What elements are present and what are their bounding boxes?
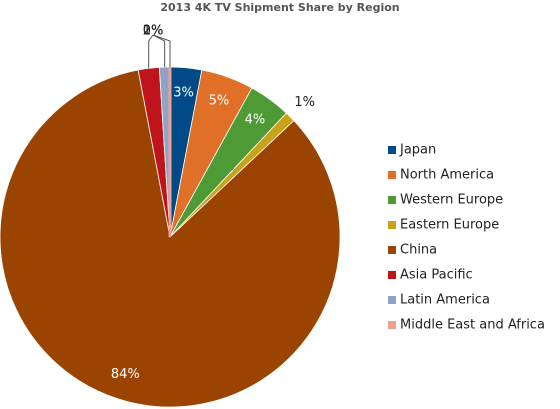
leader-line [148,34,154,69]
data-label: 84% [111,367,140,382]
data-label: 2% [143,24,164,39]
legend-label: Middle East and Africa [400,318,545,333]
data-label: 3% [173,86,194,101]
legend-swatch [388,246,396,254]
legend-label: Latin America [400,293,490,308]
legend-label: Western Europe [400,193,503,208]
data-label: 1% [143,24,164,39]
legend-swatch [388,196,396,204]
legend-label: China [400,243,437,258]
legend-swatch [388,296,396,304]
data-label: 4% [245,113,266,128]
legend-label: Asia Pacific [400,268,473,283]
data-label: 1% [294,95,315,110]
legend-label: North America [400,168,494,183]
legend-swatch [388,221,396,229]
data-label: 5% [209,94,230,109]
leader-line [152,34,166,68]
pie-slice [0,69,341,408]
legend-swatch [388,321,396,329]
data-label: 0% [143,24,164,39]
legend-label: Eastern Europe [400,218,499,233]
legend-swatch [388,146,396,154]
legend-swatch [388,271,396,279]
chart-title: 2013 4K TV Shipment Share by Region [160,1,399,14]
legend-label: Japan [399,143,436,158]
leader-line [152,34,171,67]
legend-swatch [388,171,396,179]
